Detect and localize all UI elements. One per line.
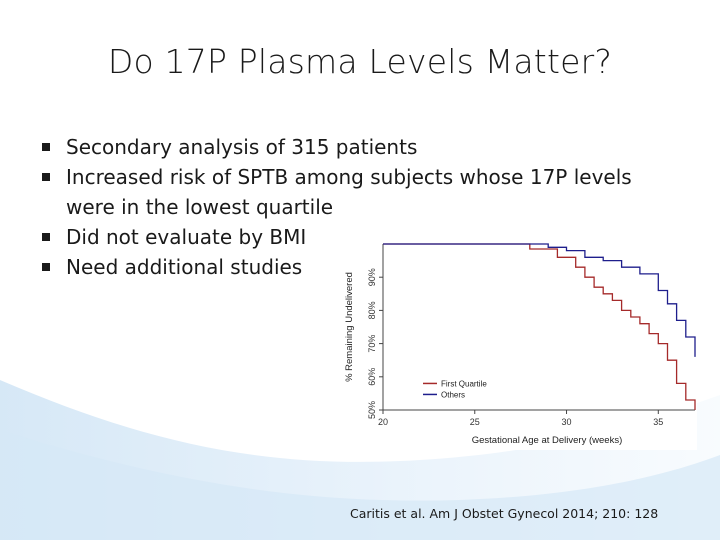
- series-layer: [383, 243, 696, 410]
- bullet-item: Secondary analysis of 315 patients: [42, 132, 682, 162]
- y-axis-label: % Remaining Undelivered: [344, 272, 355, 382]
- bullet-text: Did not evaluate by BMI: [66, 225, 307, 249]
- bullet-text: Secondary analysis of 315 patients: [66, 135, 418, 159]
- y-tick-label: 60%: [367, 368, 377, 386]
- bullet-marker-icon: [42, 263, 50, 271]
- citation: Caritis et al. Am J Obstet Gynecol 2014;…: [350, 506, 659, 521]
- axes-layer: 20 25 30 35 50% 60% 70% 80% 90% Gestational Age a…: [344, 244, 695, 446]
- survival-chart: 20 25 30 35 50% 60% 70% 80% 90% Gestational Age a…: [343, 238, 697, 450]
- x-axis-label: Gestational Age at Delivery (weeks): [472, 435, 622, 446]
- x-tick-label: 20: [378, 417, 388, 427]
- y-tick-label: 90%: [367, 268, 377, 286]
- legend-label: Others: [441, 390, 465, 399]
- bullet-item: Did not evaluate by BMI: [42, 222, 682, 252]
- slide-title: Do 17P Plasma Levels Matter?: [107, 42, 613, 81]
- x-tick-label: 35: [653, 417, 663, 427]
- chart-legend: First Quartile Others: [423, 379, 487, 399]
- bullet-marker-icon: [42, 233, 50, 241]
- chart-svg: 20 25 30 35 50% 60% 70% 80% 90% Gestational Age a…: [344, 243, 696, 446]
- bullet-text: Need additional studies: [66, 255, 303, 279]
- bullet-list: Secondary analysis of 315 patients Incre…: [42, 132, 682, 282]
- legend-label: First Quartile: [441, 379, 487, 388]
- bullet-item: Increased risk of SPTB among subjects wh…: [42, 162, 682, 222]
- bullet-marker-icon: [42, 173, 50, 181]
- x-tick-label: 25: [470, 417, 480, 427]
- bullet-item: Need additional studies: [42, 252, 682, 282]
- y-tick-label: 70%: [367, 335, 377, 353]
- series-line-others: [383, 243, 696, 357]
- y-tick-label: 50%: [367, 401, 377, 419]
- y-tick-label: 80%: [367, 301, 377, 319]
- bullet-marker-icon: [42, 143, 50, 151]
- x-tick-label: 30: [562, 417, 572, 427]
- series-line-first-quartile: [383, 243, 696, 410]
- bullet-text: Increased risk of SPTB among subjects wh…: [66, 165, 632, 219]
